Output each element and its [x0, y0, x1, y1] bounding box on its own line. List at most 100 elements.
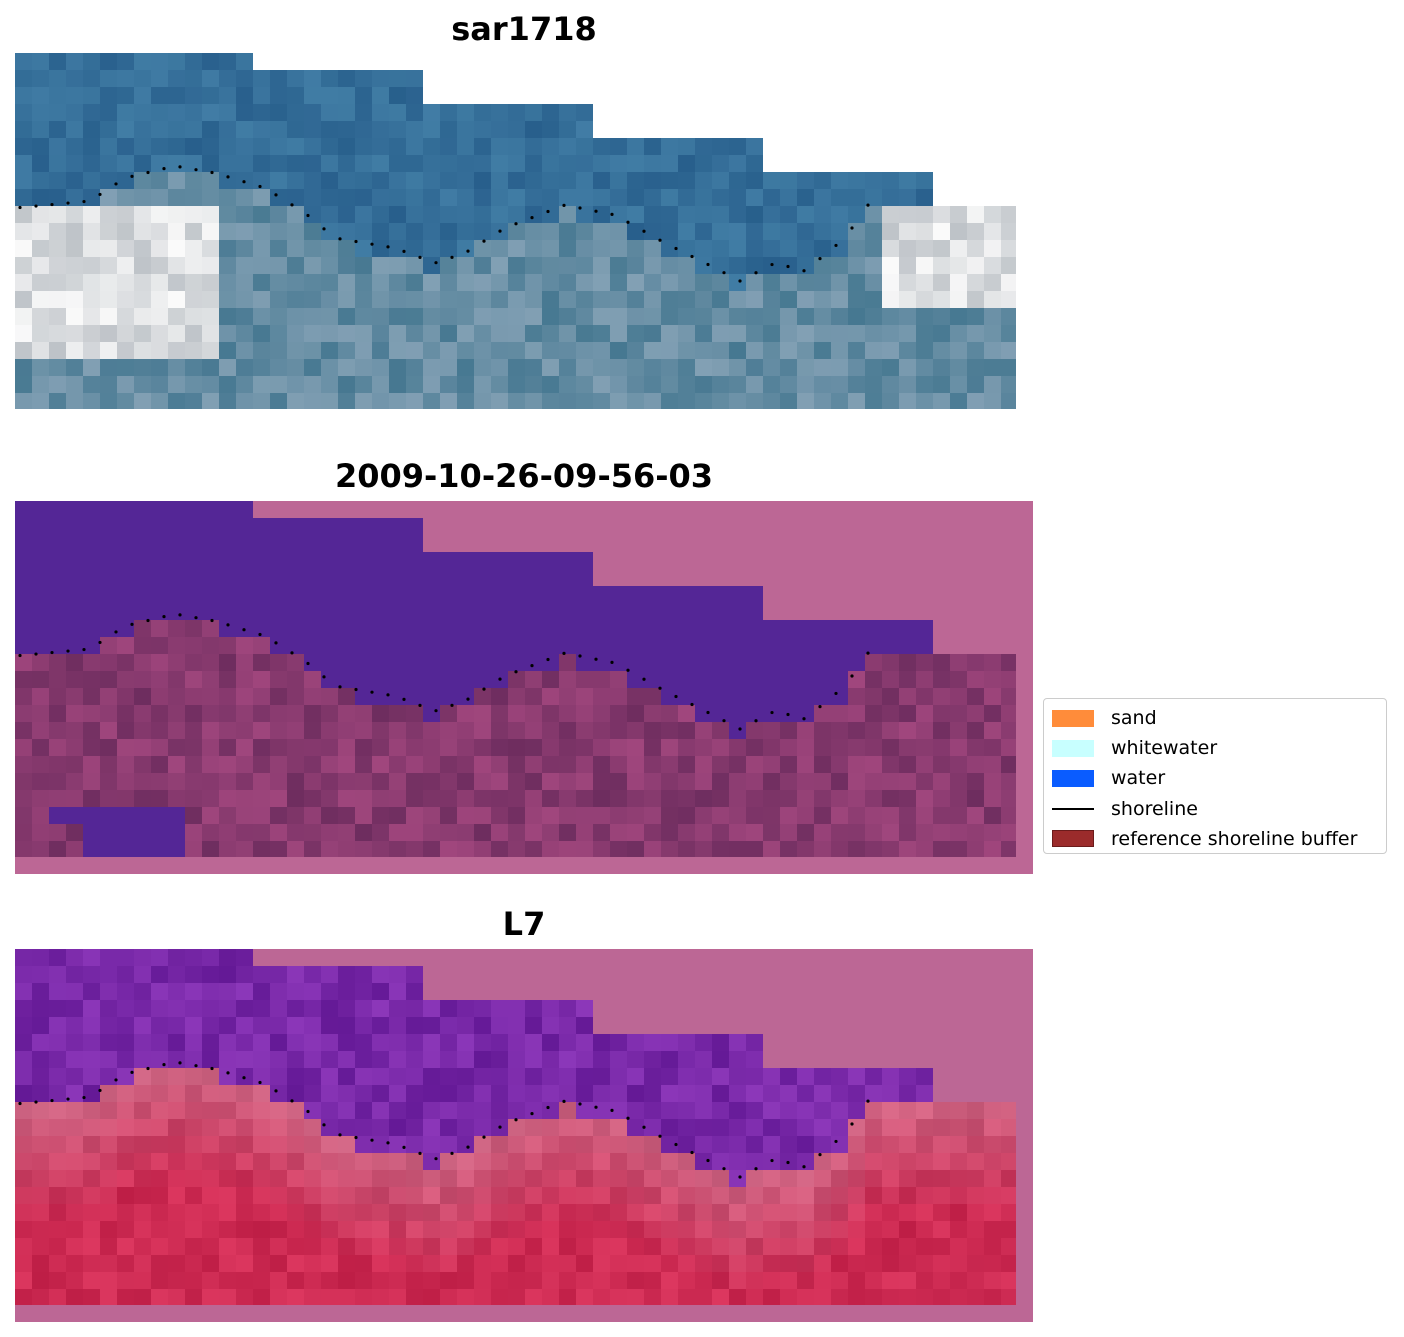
image-pixel — [15, 1272, 32, 1289]
image-pixel — [933, 1238, 950, 1255]
image-pixel — [712, 189, 729, 206]
image-pixel — [49, 1034, 66, 1051]
image-pixel — [253, 739, 270, 756]
image-pixel — [304, 1255, 321, 1272]
image-pixel — [270, 535, 287, 552]
shoreline-dot — [642, 1125, 646, 1129]
image-pixel — [168, 722, 185, 739]
image-pixel — [270, 552, 287, 569]
image-pixel — [661, 308, 678, 325]
image-pixel — [729, 1221, 746, 1238]
image-pixel — [984, 756, 1001, 773]
image-pixel — [406, 223, 423, 240]
image-pixel — [559, 359, 576, 376]
image-pixel — [644, 722, 661, 739]
image-pixel — [270, 790, 287, 807]
image-pixel — [321, 155, 338, 172]
image-pixel — [678, 1119, 695, 1136]
panel-title-rgb: sar1718 — [451, 10, 597, 48]
image-pixel — [746, 1255, 763, 1272]
image-pixel — [49, 342, 66, 359]
image-pixel — [270, 1187, 287, 1204]
image-pixel — [712, 393, 729, 409]
image-pixel — [525, 1170, 542, 1187]
image-pixel — [491, 841, 508, 857]
image-pixel — [304, 739, 321, 756]
image-pixel — [219, 240, 236, 257]
image-pixel — [457, 790, 474, 807]
shoreline-dot — [850, 674, 854, 678]
image-pixel — [542, 138, 559, 155]
image-pixel — [678, 1255, 695, 1272]
image-pixel — [355, 1085, 372, 1102]
image-pixel — [219, 1255, 236, 1272]
image-pixel — [83, 1187, 100, 1204]
image-pixel — [15, 949, 32, 966]
image-pixel — [882, 206, 899, 223]
image-pixel — [474, 824, 491, 841]
image-pixel — [542, 705, 559, 722]
image-pixel — [950, 1119, 967, 1136]
image-pixel — [593, 1238, 610, 1255]
image-pixel — [389, 308, 406, 325]
image-pixel — [372, 274, 389, 291]
image-pixel — [984, 291, 1001, 308]
image-pixel — [355, 671, 372, 688]
image-pixel — [372, 121, 389, 138]
image-pixel — [168, 824, 185, 841]
shoreline-dot — [482, 1135, 486, 1139]
image-pixel — [491, 1051, 508, 1068]
image-pixel — [66, 1068, 83, 1085]
image-pixel — [984, 654, 1001, 671]
image-pixel — [49, 1289, 66, 1305]
image-pixel — [185, 138, 202, 155]
image-pixel — [729, 325, 746, 342]
image-pixel — [406, 722, 423, 739]
image-pixel — [627, 773, 644, 790]
image-pixel — [389, 1238, 406, 1255]
image-pixel — [644, 240, 661, 257]
image-pixel — [831, 257, 848, 274]
image-pixel — [151, 637, 168, 654]
image-pixel — [15, 535, 32, 552]
image-pixel — [287, 1221, 304, 1238]
image-pixel — [406, 274, 423, 291]
image-pixel — [219, 104, 236, 121]
shoreline-dot — [354, 1135, 358, 1140]
image-pixel — [185, 807, 202, 824]
image-pixel — [219, 688, 236, 705]
image-pixel — [559, 569, 576, 586]
shoreline-dot — [338, 237, 342, 241]
shoreline-dot — [66, 1097, 70, 1101]
image-pixel — [695, 756, 712, 773]
image-pixel — [134, 739, 151, 756]
image-pixel — [423, 376, 440, 393]
image-pixel — [899, 620, 916, 637]
image-pixel — [984, 1255, 1001, 1272]
image-pixel — [185, 1170, 202, 1187]
image-pixel — [66, 1204, 83, 1221]
image-pixel — [661, 155, 678, 172]
image-pixel — [746, 654, 763, 671]
image-pixel — [287, 1136, 304, 1153]
image-pixel — [899, 722, 916, 739]
image-pixel — [389, 1051, 406, 1068]
image-pixel — [287, 1187, 304, 1204]
image-pixel — [848, 1187, 865, 1204]
image-pixel — [321, 393, 338, 409]
image-pixel — [474, 1085, 491, 1102]
image-pixel — [134, 620, 151, 637]
image-pixel — [491, 824, 508, 841]
image-pixel — [270, 359, 287, 376]
image-pixel — [899, 1119, 916, 1136]
image-pixel — [168, 807, 185, 824]
shoreline-dot — [450, 1151, 454, 1155]
image-pixel — [83, 603, 100, 620]
image-pixel — [185, 189, 202, 206]
image-pixel — [712, 1085, 729, 1102]
image-pixel — [168, 841, 185, 857]
image-pixel — [202, 1034, 219, 1051]
image-pixel — [933, 1102, 950, 1119]
image-pixel — [933, 206, 950, 223]
image-pixel — [389, 87, 406, 104]
